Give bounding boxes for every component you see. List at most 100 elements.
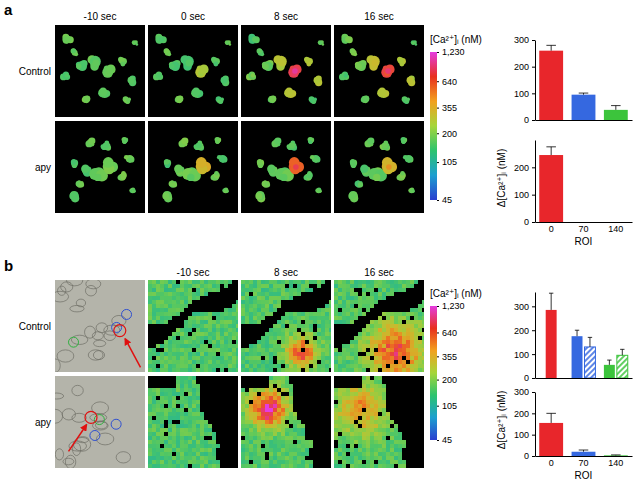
cell-pixel [164, 340, 168, 344]
cell-pixel [346, 312, 350, 316]
cell-pixel [208, 328, 212, 332]
cell-pixel [354, 308, 358, 312]
cell-pixel [406, 344, 410, 348]
cell-pixel [301, 352, 305, 356]
cell-pixel [313, 356, 317, 360]
cell-pixel [216, 328, 220, 332]
cell-pixel [152, 368, 156, 372]
cell-pixel [329, 332, 331, 336]
cell-pixel [148, 300, 152, 304]
cell-pixel [350, 312, 354, 316]
cell-pixel [160, 404, 164, 408]
image-tile [55, 25, 145, 117]
cell-pixel [196, 360, 200, 364]
cell-pixel [418, 320, 422, 324]
cell [81, 164, 90, 173]
cell-pixel [269, 340, 273, 344]
cell [120, 62, 125, 67]
cell-pixel [196, 328, 200, 332]
cell-pixel [374, 360, 378, 364]
cell-pixel [317, 284, 321, 288]
cell-pixel [362, 280, 366, 284]
cell-pixel [354, 360, 358, 364]
cell [220, 158, 225, 163]
panel-label: a [4, 1, 13, 18]
cell-pixel [245, 360, 249, 364]
time-label: -10 sec [177, 267, 210, 278]
cell-pixel [269, 296, 273, 300]
cell-pixel [402, 288, 406, 292]
cell-pixel [334, 352, 338, 356]
cell-pixel [188, 356, 192, 360]
cell-pixel [164, 296, 168, 300]
cell-pixel [398, 324, 402, 328]
cell-pixel [249, 352, 253, 356]
cell-pixel [305, 324, 309, 328]
cell-pixel [277, 292, 281, 296]
cell-pixel [184, 328, 188, 332]
cell-pixel [220, 356, 224, 360]
cell-pixel [160, 416, 164, 420]
cell-pixel [418, 316, 422, 320]
cell-pixel [374, 284, 378, 288]
cell-pixel [406, 324, 410, 328]
cell [99, 88, 108, 97]
cell-pixel [325, 324, 329, 328]
cell-pixel [176, 380, 180, 384]
cell-pixel [354, 364, 358, 368]
cell-pixel [152, 408, 156, 412]
cell-pixel [414, 340, 418, 344]
cell-pixel [277, 300, 281, 304]
cell-pixel [188, 328, 192, 332]
cell-pixel [350, 284, 354, 288]
cell-pixel [204, 320, 208, 324]
cell-pixel [192, 392, 196, 396]
cell-pixel [273, 280, 277, 284]
cell-pixel [192, 280, 196, 284]
cell-pixel [414, 360, 418, 364]
cell-pixel [313, 364, 317, 368]
cell [174, 164, 183, 173]
cell-pixel [228, 328, 232, 332]
cell [103, 142, 109, 148]
cell-pixel [309, 312, 313, 316]
cell-pixel [293, 312, 297, 316]
cell-pixel [394, 332, 398, 336]
cell [278, 59, 285, 66]
cell-pixel [398, 352, 402, 356]
cell-pixel [180, 368, 184, 372]
cell-pixel [321, 336, 325, 340]
roi-circle [111, 419, 121, 429]
cell-pixel [370, 288, 374, 292]
cell-pixel [386, 284, 390, 288]
cell [317, 190, 320, 193]
cell-pixel [338, 284, 342, 288]
cell-pixel [164, 364, 168, 368]
cell-pixel [346, 280, 350, 284]
cell-pixel [277, 344, 281, 348]
cell-pixel [168, 408, 172, 412]
cell [257, 159, 262, 164]
cell-pixel [160, 388, 164, 392]
cell-pixel [148, 408, 152, 412]
cell-pixel [208, 356, 212, 360]
cell-pixel [152, 304, 156, 308]
cell-pixel [180, 336, 184, 340]
cell-pixel [176, 312, 180, 316]
cell-pixel [329, 348, 331, 352]
cell-pixel [281, 292, 285, 296]
cell-pixel [196, 420, 200, 424]
cell-pixel [245, 320, 249, 324]
cell-pixel [160, 316, 164, 320]
cell [315, 188, 320, 193]
cell-pixel [354, 280, 358, 284]
cell-pixel [321, 364, 325, 368]
cell-pixel [309, 368, 313, 372]
cell-pixel [334, 364, 338, 368]
cell-pixel [402, 284, 406, 288]
cell-pixel [228, 280, 232, 284]
cell [192, 88, 201, 97]
image-tile [148, 376, 238, 468]
cell-pixel [366, 352, 370, 356]
cell-pixel [305, 320, 309, 324]
